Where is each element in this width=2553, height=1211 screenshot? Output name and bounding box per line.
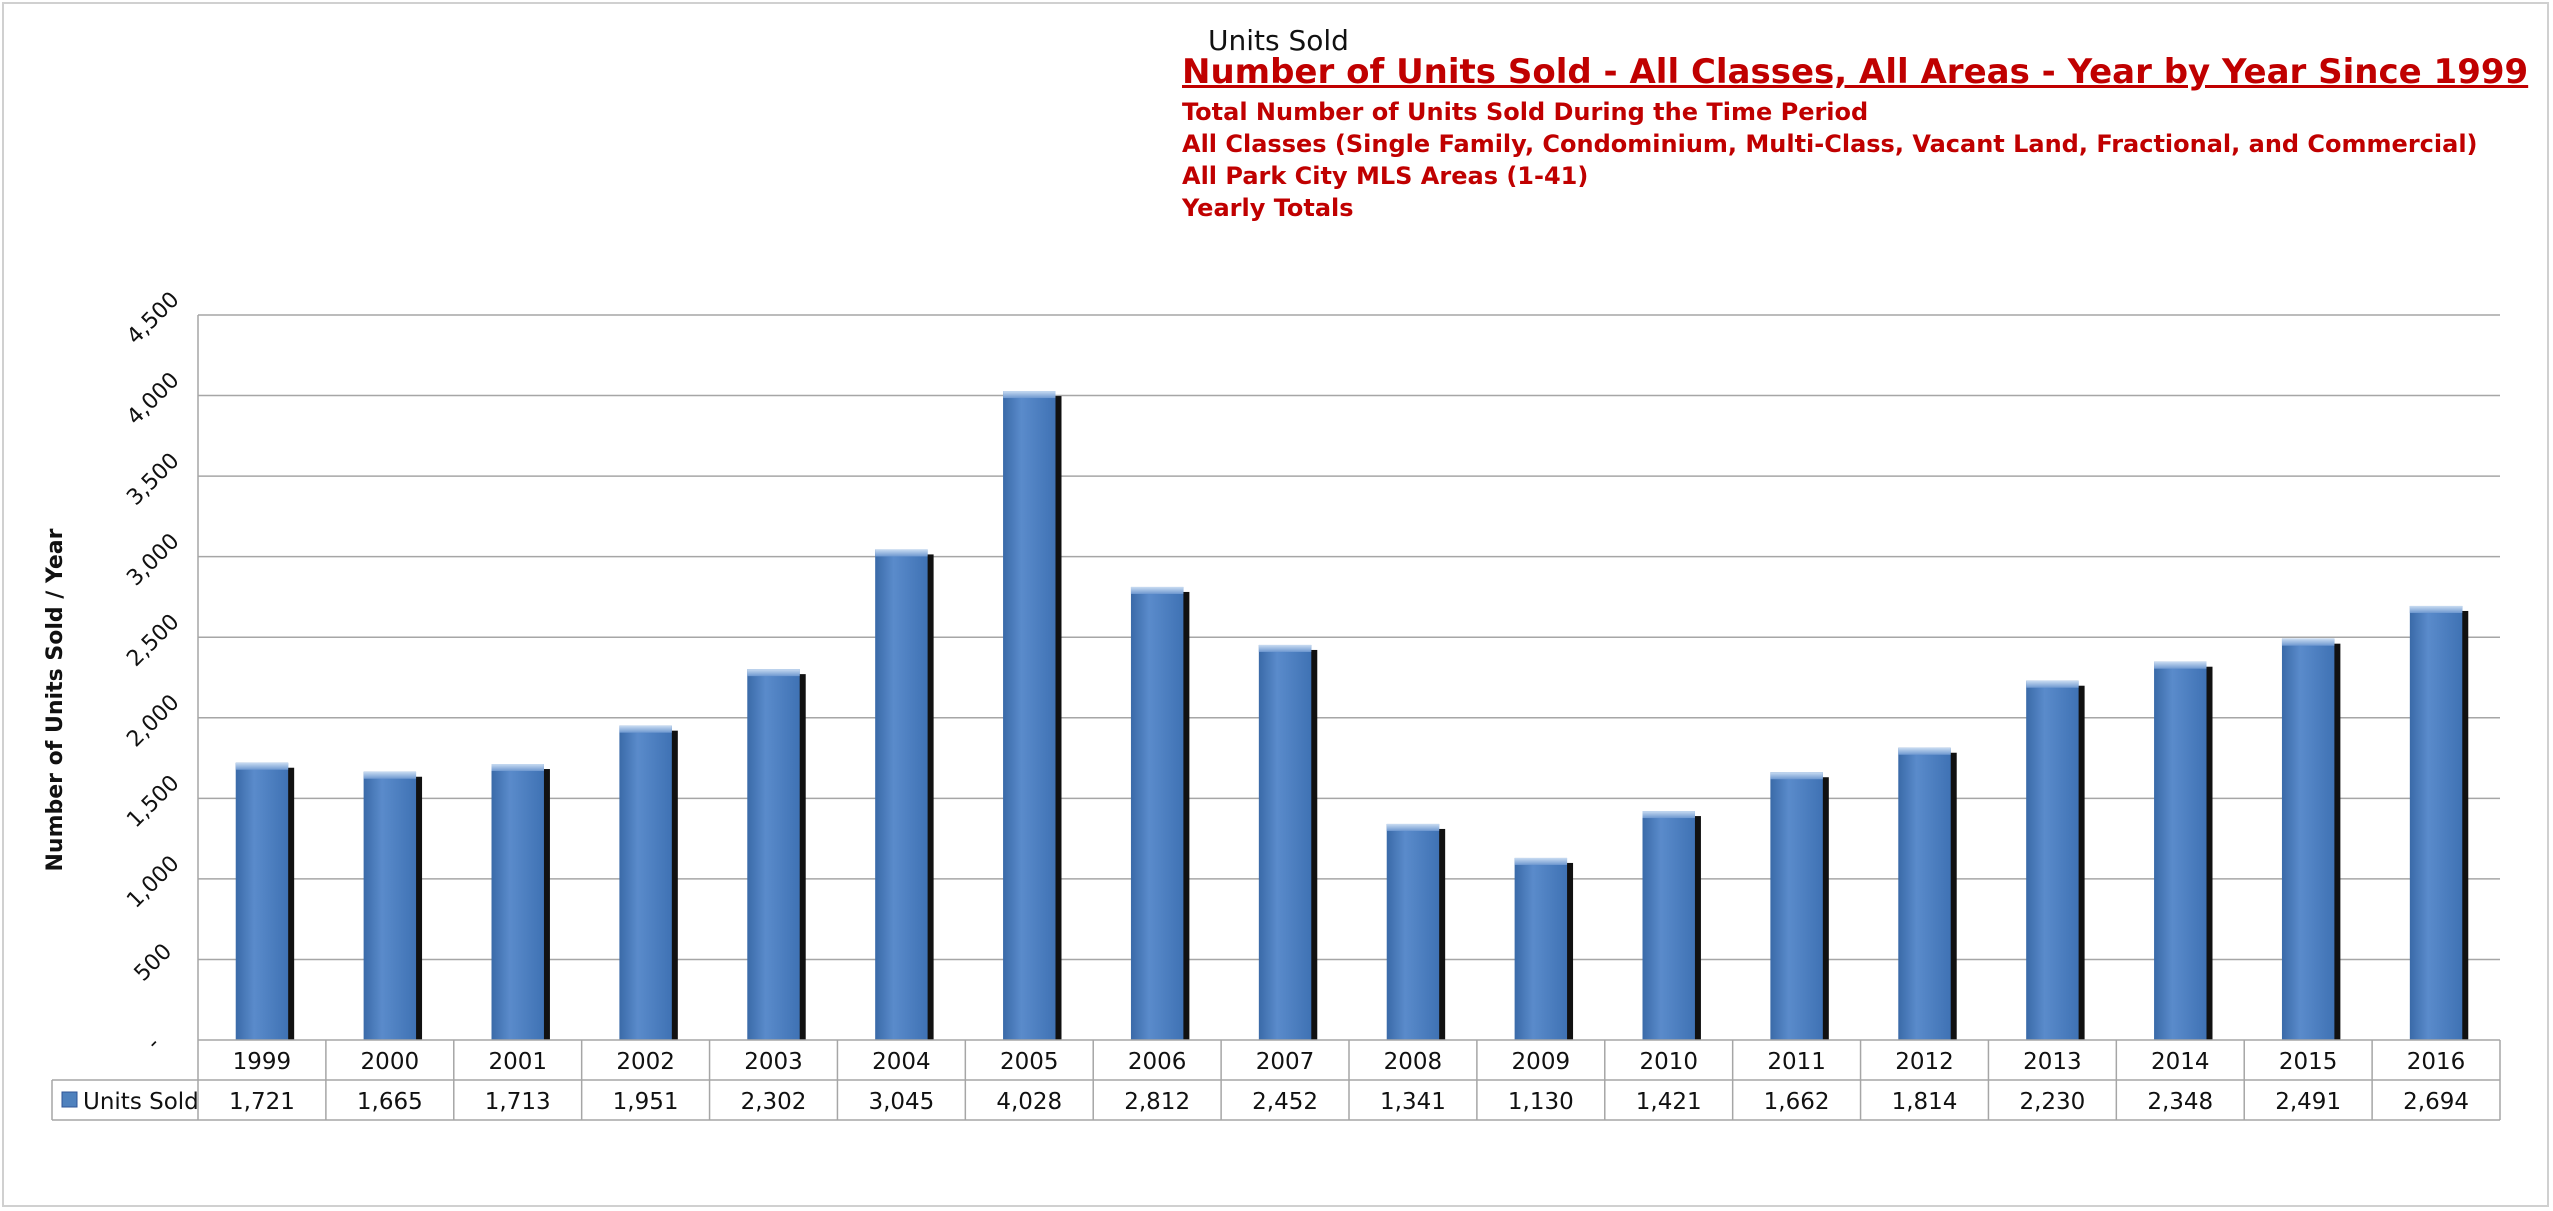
bar-cap (875, 549, 928, 557)
y-tick-label: 2,000 (122, 690, 184, 752)
x-tick-label: 2011 (1767, 1049, 1826, 1075)
chart-title: Number of Units Sold - All Classes, All … (1182, 52, 2529, 92)
legend-entry: Units Sold (83, 1089, 199, 1115)
data-label: 1,721 (229, 1089, 295, 1115)
bar-cap (1258, 644, 1312, 652)
bar-cap (1770, 772, 1823, 780)
x-tick-label: 2002 (616, 1049, 675, 1075)
subtitle-line-3: All Park City MLS Areas (1-41) (1182, 162, 1589, 190)
data-label: 4,028 (996, 1089, 1062, 1115)
bar (2026, 680, 2079, 1040)
y-tick-label: 4,500 (122, 287, 184, 349)
x-tick-label: 1999 (233, 1049, 292, 1075)
y-tick-label: 4,000 (122, 368, 184, 430)
bar-cap (2409, 605, 2463, 613)
data-label: 2,230 (2019, 1089, 2085, 1115)
bar-cap (1514, 857, 1568, 865)
data-table: 1999 1,721 2000 1,665 2001 1,713 2002 1,951 2003… (51, 1039, 2501, 1121)
data-label: 2,812 (1124, 1089, 1190, 1115)
x-tick-label: 2007 (1256, 1049, 1315, 1075)
bar (1386, 823, 1440, 1040)
bar (1642, 811, 1695, 1040)
data-label: 1,951 (613, 1089, 679, 1115)
y-tick-label: 3,000 (122, 529, 184, 591)
data-label: 2,491 (2275, 1089, 2341, 1115)
bar (2409, 605, 2463, 1040)
series-title: Units Sold (1208, 24, 1349, 57)
x-tick-label: 2001 (488, 1049, 547, 1075)
y-axis: - 500 1,000 1,500 2,000 2,500 3,000 3,500 4,000 4… (122, 287, 199, 1055)
bar (1003, 391, 1056, 1040)
legend-swatch (61, 1091, 78, 1108)
x-tick-label: 2014 (2151, 1049, 2210, 1075)
bar-cap (1898, 747, 1951, 755)
data-label: 1,665 (357, 1089, 423, 1115)
data-label: 1,130 (1508, 1089, 1574, 1115)
data-label: 2,348 (2147, 1089, 2213, 1115)
x-tick-label: 2009 (1512, 1049, 1571, 1075)
bar (1770, 772, 1823, 1040)
y-tick-label: 500 (130, 939, 177, 986)
bar-cap (1003, 391, 1056, 399)
bar (1258, 644, 1312, 1040)
bar (2154, 661, 2207, 1040)
data-label: 1,421 (1636, 1089, 1702, 1115)
x-tick-label: 2008 (1384, 1049, 1443, 1075)
subtitle-line-2: All Classes (Single Family, Condominium,… (1182, 130, 2478, 158)
subtitle-line-4: Yearly Totals (1182, 194, 1354, 222)
bar (1514, 857, 1568, 1040)
y-tick-label: 3,500 (122, 448, 184, 510)
bar-cap (1386, 823, 1440, 831)
y-tick-label: 1,500 (122, 771, 184, 833)
bar-cap (491, 764, 544, 772)
bar-cap (235, 762, 289, 770)
bar (235, 762, 289, 1040)
bar-cap (619, 725, 672, 733)
x-tick-label: 2010 (1639, 1049, 1698, 1075)
bar (1130, 586, 1184, 1040)
data-label: 3,045 (868, 1089, 934, 1115)
bar (363, 771, 417, 1040)
gridlines (198, 314, 2500, 961)
data-label: 2,302 (741, 1089, 807, 1115)
bar-cap (1130, 586, 1184, 594)
x-tick-label: 2015 (2279, 1049, 2338, 1075)
subtitle-line-1: Total Number of Units Sold During the Ti… (1182, 98, 1869, 126)
bar (619, 725, 672, 1040)
bars (235, 391, 2469, 1040)
bar-cap (747, 669, 800, 677)
bar (491, 764, 544, 1040)
bar-cap (2154, 661, 2207, 669)
data-label: 1,713 (485, 1089, 551, 1115)
bar-cap (363, 771, 417, 779)
bar (875, 549, 928, 1040)
data-label: 1,341 (1380, 1089, 1446, 1115)
bar (2281, 638, 2335, 1040)
x-tick-label: 2006 (1128, 1049, 1187, 1075)
bar (747, 669, 800, 1040)
data-label: 2,452 (1252, 1089, 1318, 1115)
data-label: 1,814 (1892, 1089, 1958, 1115)
x-tick-label: 2000 (361, 1049, 420, 1075)
y-axis-label: Number of Units Sold / Year (43, 528, 68, 871)
x-tick-label: 2004 (872, 1049, 931, 1075)
y-tick-label: - (142, 1032, 165, 1055)
bar-cap (2026, 680, 2079, 688)
x-tick-label: 2005 (1000, 1049, 1059, 1075)
y-tick-label: 1,000 (122, 851, 184, 913)
x-tick-label: 2003 (744, 1049, 803, 1075)
x-tick-label: 2013 (2023, 1049, 2082, 1075)
y-tick-label: 2,500 (122, 610, 184, 672)
bar-cap (1642, 811, 1695, 819)
x-tick-label: 2016 (2407, 1049, 2466, 1075)
data-label: 2,694 (2403, 1089, 2469, 1115)
bar (1898, 747, 1951, 1040)
data-label: 1,662 (1764, 1089, 1830, 1115)
bar-cap (2281, 638, 2335, 646)
x-tick-label: 2012 (1895, 1049, 1954, 1075)
